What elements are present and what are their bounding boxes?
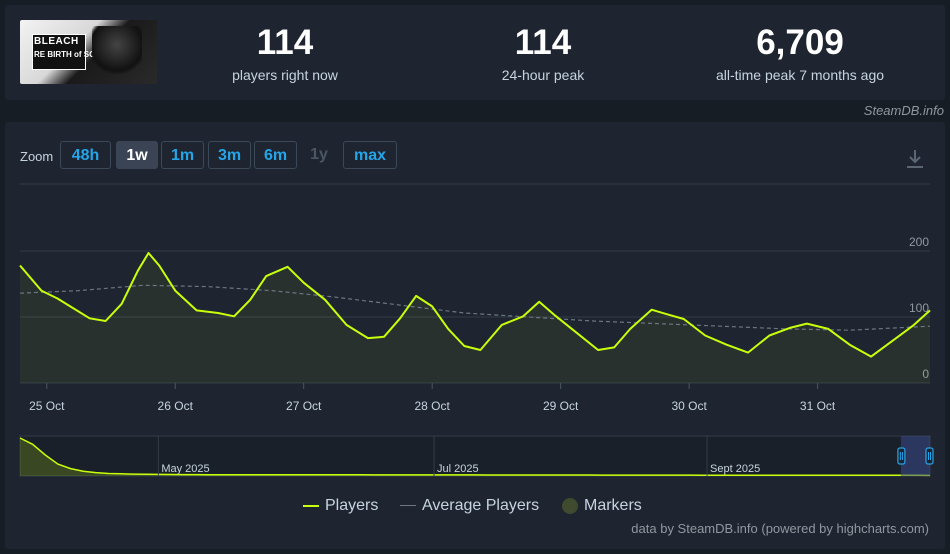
stat-current-label: players right now (232, 67, 338, 83)
logo-badge (32, 34, 86, 70)
x-tick-label: 28 Oct (414, 399, 450, 413)
x-tick-label: 26 Oct (158, 399, 194, 413)
navigator-label: Jul 2025 (437, 463, 479, 475)
stat-24h-label: 24-hour peak (501, 67, 585, 83)
x-tick-label: 30 Oct (671, 399, 707, 413)
legend-markers-swatch (562, 497, 578, 514)
legend-players-label: Players (325, 497, 379, 514)
stat-24h-value: 114 (514, 23, 572, 62)
zoom-1y-button: 1y (310, 146, 328, 163)
x-tick-label: 29 Oct (543, 399, 579, 413)
stat-alltime-value: 6,709 (756, 23, 844, 62)
legend-average[interactable]: Average Players (400, 495, 539, 517)
y-tick-label: 100 (909, 301, 929, 315)
steamdb-credit[interactable]: SteamDB.info (863, 103, 944, 118)
navigator-selection (900, 436, 930, 476)
players-chart[interactable]: 200 100 0 25 Oct 26 Oct 27 Oct 28 Oct 29 Oct 30 … (5, 122, 945, 492)
download-icon[interactable] (905, 148, 925, 170)
navigator-handle-right[interactable] (925, 447, 934, 465)
navigator-label: May 2025 (161, 463, 209, 475)
logo-subtitle: RE BIRTH of SOULS (34, 50, 112, 59)
y-tick-label: 200 (909, 235, 929, 249)
legend-markers-label: Markers (584, 497, 642, 514)
zoom-3m-button[interactable]: 3m (208, 141, 251, 169)
legend-average-swatch (400, 505, 416, 507)
zoom-48h-button[interactable]: 48h (60, 141, 111, 169)
zoom-1w-button[interactable]: 1w (116, 141, 158, 169)
stat-current-players: 114 players right now (205, 23, 365, 83)
legend-average-label: Average Players (422, 497, 540, 514)
players-area (20, 253, 930, 383)
game-logo[interactable]: BLEACH RE BIRTH of SOULS (20, 20, 157, 84)
stat-24h-peak: 114 24-hour peak (463, 23, 623, 83)
navigator-frame (19, 435, 931, 477)
legend-players[interactable]: Players (303, 495, 378, 517)
y-tick-label: 0 (922, 367, 929, 381)
stat-all-time-peak: 6,709 all-time peak 7 months ago (685, 23, 915, 83)
logo-character (92, 26, 142, 80)
legend-players-swatch (303, 504, 319, 507)
summary-panel: BLEACH RE BIRTH of SOULS 114 players rig… (5, 5, 945, 100)
stat-alltime-label: all-time peak 7 months ago (715, 67, 885, 83)
navigator-label: Sept 2025 (710, 463, 760, 475)
navigator-line (19, 437, 931, 477)
zoom-max-button[interactable]: max (343, 141, 397, 169)
zoom-6m-button[interactable]: 6m (254, 141, 297, 169)
x-tick-label: 25 Oct (29, 399, 65, 413)
logo-title: BLEACH (34, 36, 79, 47)
chart-legend: Players Average Players Markers (5, 495, 945, 517)
navigator-handle-left[interactable] (897, 447, 906, 465)
legend-markers[interactable]: Markers (562, 495, 642, 517)
players-line (19, 252, 931, 358)
chart-panel: Zoom 48h 1w 1m 3m 6m 1y max 200 100 0 25 Oc… (5, 122, 945, 549)
zoom-1m-button[interactable]: 1m (161, 141, 204, 169)
x-tick-label: 27 Oct (286, 399, 322, 413)
highcharts-credit[interactable]: data by SteamDB.info (powered by highcha… (631, 521, 929, 536)
stat-current-value: 114 (256, 23, 314, 62)
x-tick-label: 31 Oct (800, 399, 836, 413)
zoom-label: Zoom (20, 149, 54, 164)
